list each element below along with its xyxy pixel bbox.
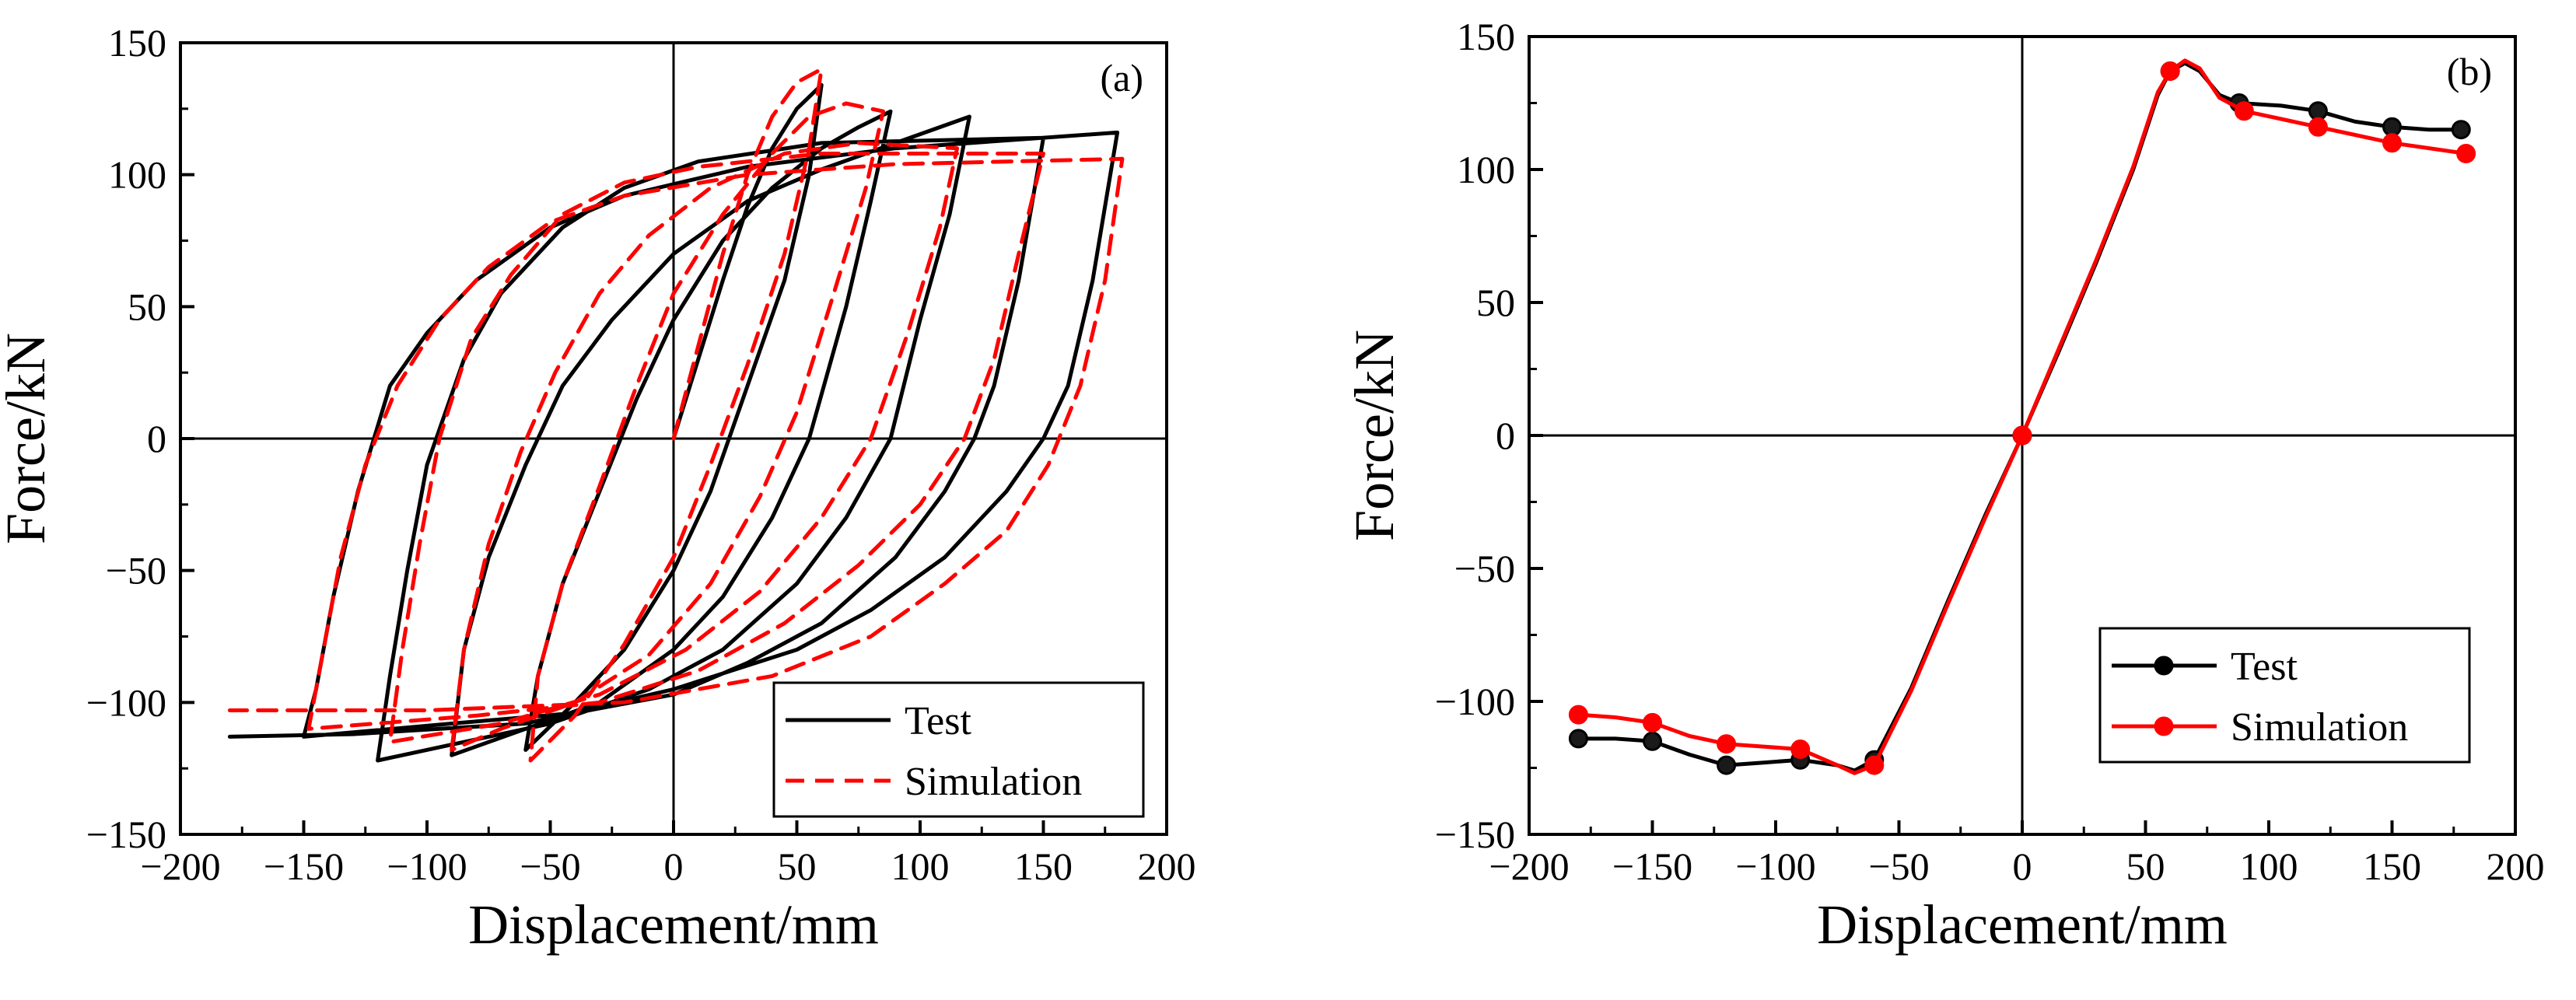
x-tick-label: 150	[1014, 844, 1073, 888]
legend-box	[772, 681, 1145, 818]
y-tick-label: −50	[1454, 547, 1515, 590]
y-tick-label: 50	[128, 285, 166, 328]
legend: Test Simulation	[2098, 627, 2471, 764]
x-tick-label: −200	[140, 844, 220, 888]
x-tick-label: 0	[664, 844, 684, 888]
panel-label: (b)	[2447, 50, 2492, 93]
series-line-simulation	[227, 67, 1125, 763]
y-tick-label: 150	[108, 21, 166, 65]
data-point-simulation	[1568, 705, 1588, 725]
y-tick-label: 100	[108, 153, 166, 197]
x-axis-title: Displacement/mm	[468, 893, 879, 956]
data-point-test	[1643, 731, 1662, 751]
data-point-test	[2382, 117, 2402, 137]
data-point-test	[2308, 101, 2328, 121]
data-point-simulation	[1790, 740, 1811, 760]
x-tick-label: 100	[891, 844, 950, 888]
y-axis-title: Force/kN	[0, 333, 57, 544]
x-tick-label: −50	[1868, 844, 1929, 888]
data-point-simulation	[2456, 143, 2476, 163]
data-point-test	[1717, 755, 1737, 775]
y-tick-label: −150	[86, 813, 166, 856]
panel-label: (a)	[1101, 56, 1144, 100]
y-tick-label: −150	[1435, 813, 1515, 856]
data-point-simulation	[1864, 755, 1885, 775]
y-tick-label: −100	[1435, 680, 1515, 723]
legend-marker-simulation	[2154, 716, 2174, 736]
y-axis-title: Force/kN	[1343, 330, 1405, 541]
x-tick-label: 200	[2487, 844, 2545, 888]
x-tick-label: 50	[778, 844, 817, 888]
data-point-simulation	[2382, 133, 2402, 153]
x-tick-label: −200	[1489, 844, 1569, 888]
x-tick-label: 0	[2013, 844, 2032, 888]
y-tick-label: 0	[1496, 414, 1515, 457]
chart-panel-b: −200 −150 −100 −50 0 50 100 150 200−150−100−5005…	[1343, 15, 2545, 956]
data-point-simulation	[2308, 117, 2328, 137]
legend-label-test: Test	[905, 699, 971, 743]
y-tick-label: −100	[86, 680, 166, 724]
y-tick-label: −50	[106, 549, 166, 593]
series-line-simulation	[1576, 58, 2469, 775]
x-tick-label: 150	[2363, 844, 2421, 888]
legend-box	[2098, 627, 2471, 764]
legend-label-simulation: Simulation	[905, 760, 1082, 804]
data-point-simulation	[1717, 734, 1737, 754]
x-tick-label: −100	[387, 844, 467, 888]
data-point-simulation	[1643, 712, 1662, 733]
chart-panel-a: −200 −150 −100 −50 0 50 100 150 200−150−100−5005…	[0, 21, 1196, 956]
x-tick-label: −100	[1735, 844, 1815, 888]
y-tick-label: 0	[147, 417, 166, 460]
x-tick-label: 200	[1138, 844, 1196, 888]
data-point-simulation	[2160, 61, 2180, 81]
y-tick-label: 100	[1457, 148, 1515, 191]
x-tick-label: −150	[264, 844, 344, 888]
x-tick-label: −50	[520, 844, 580, 888]
legend: Test Simulation	[772, 681, 1145, 818]
data-point-test	[1568, 729, 1588, 749]
legend-label-test: Test	[2231, 645, 2298, 689]
x-tick-label: −150	[1612, 844, 1692, 888]
legend-marker-test	[2154, 656, 2174, 676]
y-tick-label: 50	[1476, 281, 1515, 324]
data-point-simulation	[2012, 425, 2032, 446]
data-point-test	[2451, 120, 2471, 140]
legend-label-simulation: Simulation	[2231, 705, 2408, 750]
x-tick-label: 100	[2240, 844, 2298, 888]
x-axis-title: Displacement/mm	[1817, 893, 2228, 956]
x-tick-label: 50	[2126, 844, 2165, 888]
data-point-simulation	[2234, 101, 2254, 121]
y-tick-label: 150	[1457, 15, 1515, 58]
